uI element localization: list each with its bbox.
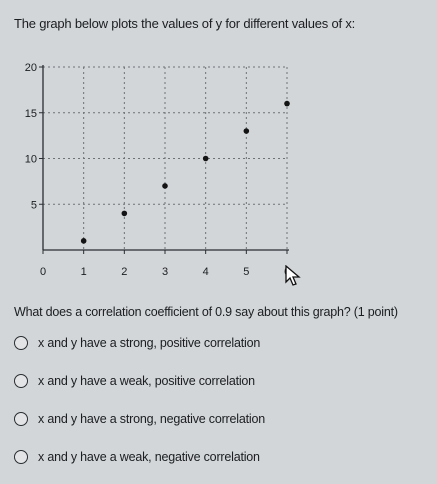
y-tick-label: 15 [25, 108, 37, 120]
option-label: x and y have a strong, negative correlat… [38, 412, 265, 426]
y-tick-label: 5 [31, 199, 37, 211]
option-1[interactable]: x and y have a strong, positive correlat… [14, 336, 260, 350]
mouse-pointer-icon [285, 265, 301, 286]
radio-button[interactable] [14, 412, 28, 426]
y-tick-label: 20 [25, 62, 37, 74]
radio-button[interactable] [14, 336, 28, 350]
x-tick-label: 3 [162, 266, 168, 278]
option-label: x and y have a weak, positive correlatio… [38, 374, 255, 388]
scatter-chart: 51015200123456 [25, 62, 290, 278]
prompt-text: The graph below plots the values of y fo… [14, 16, 356, 31]
data-point [80, 238, 87, 244]
x-tick-label: 2 [121, 266, 127, 278]
data-point [284, 100, 290, 107]
option-3[interactable]: x and y have a strong, negative correlat… [14, 412, 265, 426]
data-point [121, 210, 128, 217]
x-tick-label: 0 [40, 266, 46, 278]
y-tick-label: 10 [25, 154, 37, 166]
data-point [162, 183, 168, 189]
option-label: x and y have a strong, positive correlat… [38, 336, 261, 350]
option-2[interactable]: x and y have a weak, positive correlatio… [14, 374, 255, 388]
data-point [202, 155, 209, 162]
data-point [243, 128, 250, 134]
radio-button[interactable] [14, 374, 28, 388]
option-4[interactable]: x and y have a weak, negative correlatio… [14, 450, 260, 464]
radio-button[interactable] [14, 450, 28, 464]
question-text: What does a correlation coefficient of 0… [14, 305, 398, 319]
x-tick-label: 5 [243, 266, 249, 278]
x-tick-label: 4 [203, 266, 209, 278]
option-label: x and y have a weak, negative correlatio… [38, 450, 260, 464]
x-tick-label: 1 [81, 266, 87, 278]
